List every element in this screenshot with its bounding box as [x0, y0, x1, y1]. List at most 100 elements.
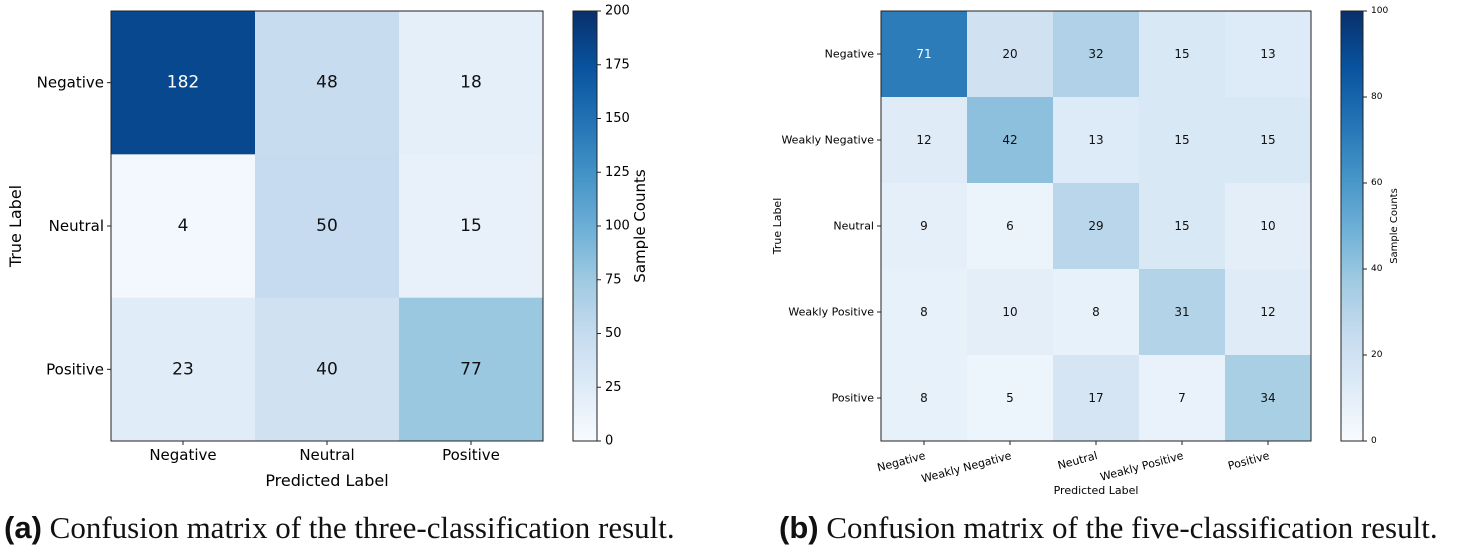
heatmap-cell	[881, 183, 968, 270]
cell-value-label: 8	[1092, 305, 1100, 319]
colorbar-tick-label: 25	[605, 380, 622, 395]
caption-a-tag: (a)	[4, 510, 42, 545]
x-tick-label: Positive	[1227, 449, 1272, 473]
heatmap-cell	[881, 355, 968, 442]
heatmap-cell	[1225, 183, 1312, 270]
heatmap-cell	[967, 97, 1054, 184]
cell-value-label: 15	[1174, 219, 1189, 233]
colorbar-tick-label: 40	[1371, 264, 1383, 274]
x-tick-label: Neutral	[1056, 449, 1099, 472]
y-tick-label: Weakly Negative	[781, 134, 874, 147]
x-tick-label: Negative	[876, 449, 927, 474]
colorbar-tick-label: 80	[1371, 92, 1383, 102]
colorbar	[1340, 10, 1364, 442]
colorbar-tick-label: 200	[605, 4, 630, 19]
y-tick-label: Negative	[825, 48, 875, 61]
cell-value-label: 17	[1088, 391, 1103, 405]
heatmap-cell	[967, 11, 1054, 98]
caption-b-tag: (b)	[779, 510, 819, 545]
heatmap-cell	[1225, 97, 1312, 184]
cell-value-label: 32	[1088, 47, 1103, 61]
colorbar-tick-label: 50	[605, 326, 622, 341]
cell-value-label: 34	[1260, 391, 1275, 405]
cell-value-label: 12	[916, 133, 931, 147]
panel-a-three-class: 182 48 18 4 50 15 23 40 77 Negative Neutral Positiv…	[6, 4, 649, 491]
cell-value-label: 15	[1174, 133, 1189, 147]
heatmap-cell	[1053, 355, 1140, 442]
colorbar-label: Sample Counts	[631, 169, 649, 283]
heatmap-cell	[881, 269, 968, 356]
colorbar-tick-label: 20	[1371, 350, 1383, 360]
cell-value-label: 50	[316, 216, 338, 236]
heatmap-cell	[255, 154, 400, 299]
heatmap-cell	[1053, 11, 1140, 98]
x-tick-label: Neutral	[299, 446, 354, 464]
heatmap-cell	[881, 97, 968, 184]
colorbar	[572, 10, 598, 442]
heatmap-cell	[967, 269, 1054, 356]
cell-value-label: 6	[1006, 219, 1014, 233]
colorbar-tick-label: 150	[605, 111, 630, 126]
colorbar-tick-label: 175	[605, 57, 630, 72]
heatmap-cell	[967, 355, 1054, 442]
cell-value-label: 40	[316, 359, 338, 379]
cell-value-label: 7	[1178, 391, 1186, 405]
x-tick-label: Negative	[149, 446, 216, 464]
y-tick-label: Neutral	[49, 217, 104, 235]
panel-b-five-class: 71 20 32 15 13 12 42 13 15 15 9 6 29 15 10 8 10 8 31 12 8 5 17…	[771, 6, 1400, 497]
heatmap-cell	[1139, 355, 1226, 442]
colorbar-tick-label: 60	[1371, 178, 1383, 188]
heatmap-cell	[255, 11, 400, 155]
cell-value-label: 42	[1002, 133, 1017, 147]
cell-value-label: 4	[178, 216, 189, 236]
x-tick-label: Weakly Negative	[920, 449, 1013, 486]
y-tick-label: Positive	[832, 392, 875, 405]
heatmap-cell	[1139, 11, 1226, 98]
colorbar-tick-label: 0	[605, 434, 613, 449]
y-axis-label: True Label	[771, 198, 784, 256]
x-tick-label: Positive	[442, 446, 500, 464]
caption-b-text: Confusion matrix of the five-classificat…	[826, 510, 1438, 545]
y-tick-label: Positive	[46, 360, 104, 378]
caption-a: (a) Confusion matrix of the three-classi…	[4, 510, 675, 546]
heatmap-cell	[111, 11, 256, 155]
heatmap-cell	[399, 154, 544, 299]
cell-value-label: 10	[1260, 219, 1275, 233]
heatmap-cell	[399, 297, 544, 442]
cell-value-label: 10	[1002, 305, 1017, 319]
cell-value-label: 18	[460, 73, 482, 93]
heatmap-cell	[1053, 97, 1140, 184]
cell-value-label: 15	[460, 216, 482, 236]
heatmap-cell	[111, 297, 256, 442]
colorbar-tick-label: 100	[605, 219, 630, 234]
y-tick-label: Weakly Positive	[788, 306, 874, 319]
heatmap-cell	[111, 154, 256, 299]
heatmap-cell	[1225, 11, 1312, 98]
cell-value-label: 77	[460, 359, 482, 379]
x-tick-label: Weakly Positive	[1099, 449, 1185, 484]
cell-value-label: 31	[1174, 305, 1189, 319]
cell-value-label: 23	[172, 359, 194, 379]
heatmap-cell	[1053, 269, 1140, 356]
cell-value-label: 13	[1260, 47, 1275, 61]
heatmap-cell	[967, 183, 1054, 270]
x-axis-label: Predicted Label	[265, 471, 388, 490]
heatmap-cell	[1225, 355, 1312, 442]
heatmap-cell	[1053, 183, 1140, 270]
caption-a-text: Confusion matrix of the three-classifica…	[49, 510, 675, 545]
colorbar-label: Sample Counts	[1389, 188, 1400, 264]
y-axis-label: True Label	[6, 185, 25, 268]
cell-value-label: 8	[920, 305, 928, 319]
cell-value-label: 13	[1088, 133, 1103, 147]
heatmap-cell	[1139, 183, 1226, 270]
colorbar-tick-label: 75	[605, 272, 622, 287]
cell-value-label: 48	[316, 73, 338, 93]
colorbar-tick-label: 0	[1371, 436, 1377, 446]
heatmap-cell	[1139, 97, 1226, 184]
cell-value-label: 12	[1260, 305, 1275, 319]
heatmap-cell	[1139, 269, 1226, 356]
cell-value-label: 20	[1002, 47, 1017, 61]
heatmap-cell	[399, 11, 544, 155]
cell-value-label: 5	[1006, 391, 1014, 405]
